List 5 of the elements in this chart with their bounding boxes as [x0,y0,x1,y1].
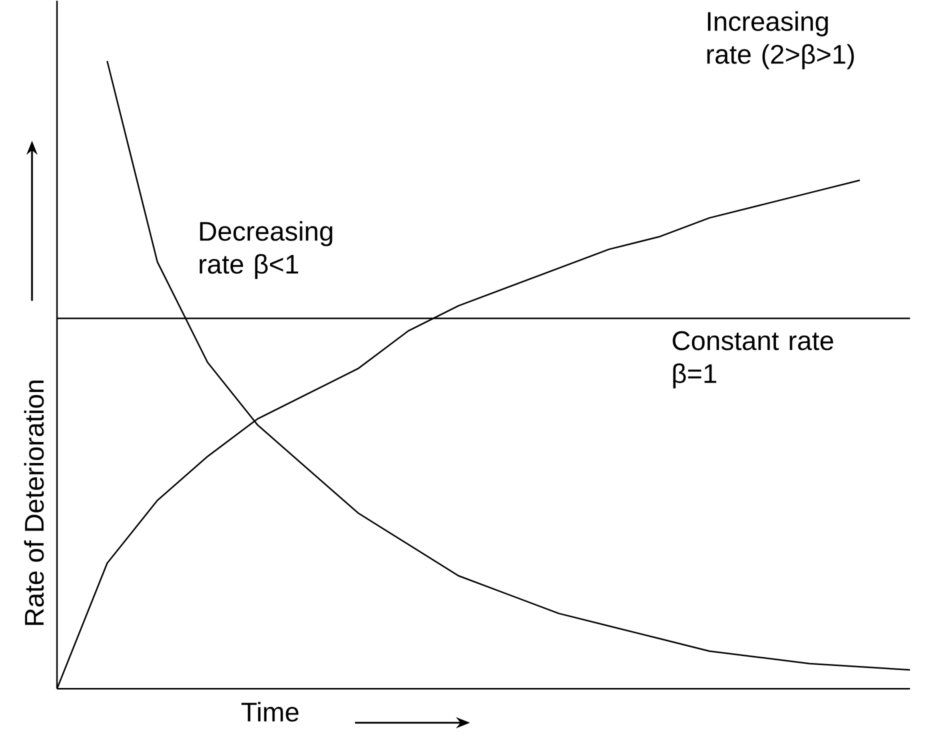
annotation: Constant rate β=1 [672,331,834,389]
x-axis-title: Time [241,702,298,722]
annotation: Decreasing rate β<1 [200,221,332,280]
annotation: Increasing rate (2>β>1) [707,11,854,70]
y-axis-title: Rate of Deterioration [24,380,44,626]
